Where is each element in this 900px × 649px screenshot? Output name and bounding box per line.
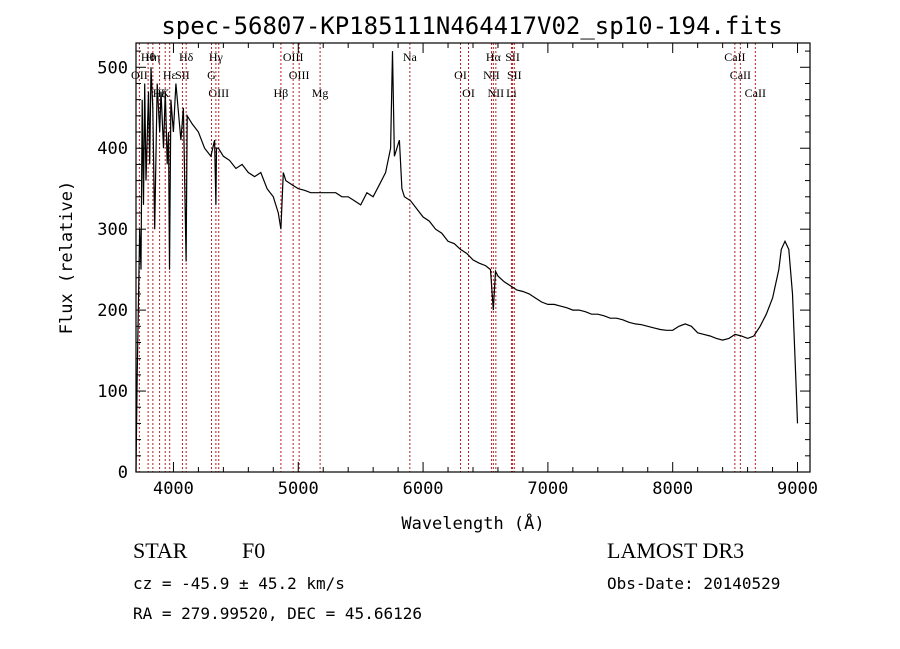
coordinates: RA = 279.99520, DEC = 45.66126 bbox=[133, 604, 422, 623]
obs-date: Obs-Date: 20140529 bbox=[607, 574, 781, 593]
line-marker-label: Mg bbox=[312, 86, 329, 100]
object-subclass: F0 bbox=[242, 538, 266, 563]
line-marker-label: OIII bbox=[283, 50, 304, 64]
chart-title: spec-56807-KP185111N464417V02_sp10-194.f… bbox=[161, 12, 782, 40]
line-marker-label: CaII bbox=[724, 50, 745, 64]
x-tick-label: 8000 bbox=[652, 479, 693, 499]
line-marker-label: SII bbox=[505, 50, 520, 64]
plot-frame bbox=[135, 42, 811, 473]
y-tick-label: 200 bbox=[97, 301, 128, 321]
line-marker-label: Hη bbox=[145, 50, 160, 64]
line-marker-label: OIII bbox=[289, 68, 310, 82]
line-marker-label: SII bbox=[175, 68, 190, 82]
y-tick-label: 300 bbox=[97, 220, 128, 240]
line-marker-label: G bbox=[207, 68, 216, 82]
line-marker-label: OII bbox=[131, 68, 148, 82]
x-tick-label: 7000 bbox=[527, 479, 568, 499]
y-tick-label: 400 bbox=[97, 139, 128, 159]
x-tick-label: 4000 bbox=[153, 479, 194, 499]
line-marker-label: Hα bbox=[486, 50, 502, 64]
line-marker-label: Hζ bbox=[153, 86, 167, 100]
x-tick-label: 5000 bbox=[278, 479, 319, 499]
y-tick-label: 500 bbox=[97, 58, 128, 78]
x-tick-label: 6000 bbox=[403, 479, 444, 499]
y-tick-label: 100 bbox=[97, 382, 128, 402]
object-class: STAR bbox=[133, 538, 188, 563]
spectrum-line bbox=[135, 51, 799, 473]
line-marker-label: OIII bbox=[208, 86, 229, 100]
line-marker-label: OI bbox=[462, 86, 475, 100]
line-marker-label: OI bbox=[454, 68, 467, 82]
line-marker-label: CaII bbox=[730, 68, 751, 82]
y-tick-label: 0 bbox=[118, 463, 128, 483]
line-marker-label: NII bbox=[483, 68, 500, 82]
line-marker-label: CaII bbox=[745, 86, 766, 100]
line-marker-label: Hε bbox=[163, 68, 177, 82]
x-axis-label: Wavelength (Å) bbox=[401, 512, 544, 534]
x-tick-label: 9000 bbox=[777, 479, 818, 499]
line-marker-label: Hθ bbox=[141, 50, 156, 64]
redshift-text: cz = -45.9 ± 45.2 km/s bbox=[133, 574, 345, 593]
line-marker-label: NII bbox=[488, 86, 505, 100]
survey-name: LAMOST DR3 bbox=[607, 538, 745, 563]
line-marker-label: Hδ bbox=[179, 50, 194, 64]
line-marker-label: SII bbox=[507, 68, 522, 82]
line-marker-label: Li bbox=[506, 86, 517, 100]
y-axis-label: Flux (relative) bbox=[57, 181, 77, 335]
line-marker-label: Hγ bbox=[209, 50, 224, 64]
line-marker-label: Hβ bbox=[274, 86, 289, 100]
line-marker-label: Na bbox=[403, 50, 418, 64]
